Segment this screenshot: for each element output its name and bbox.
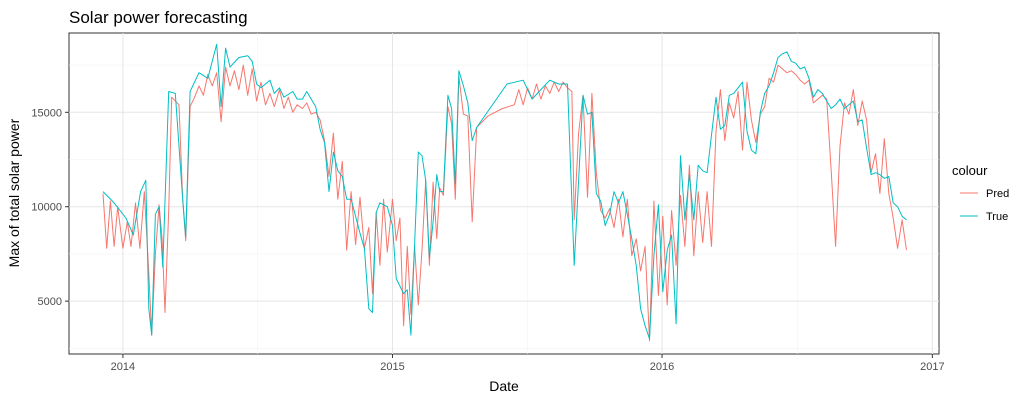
legend-label-pred: Pred — [986, 188, 1009, 200]
x-axis-title: Date — [489, 378, 519, 394]
x-tick-label: 2015 — [380, 361, 404, 373]
series-lines — [102, 43, 907, 342]
series-line-true — [102, 43, 907, 340]
x-axis: 2014 2015 2016 2017 — [111, 354, 945, 373]
plot-panel — [68, 32, 940, 355]
legend-label-true: True — [986, 211, 1008, 223]
x-tick-label: 2016 — [650, 361, 674, 373]
legend-title: colour — [952, 163, 988, 178]
y-tick-label: 5000 — [38, 296, 62, 308]
legend: colour Pred True — [952, 163, 1009, 223]
y-axis: 5000 10000 15000 — [31, 107, 69, 308]
plot-border — [68, 32, 940, 355]
x-tick-label: 2014 — [111, 361, 135, 373]
chart-title: Solar power forecasting — [69, 8, 248, 27]
y-tick-label: 15000 — [31, 107, 62, 119]
x-tick-label: 2017 — [920, 361, 944, 373]
y-axis-title: Max of total solar power — [6, 118, 22, 267]
gridlines — [69, 33, 939, 354]
y-tick-label: 10000 — [31, 202, 62, 214]
